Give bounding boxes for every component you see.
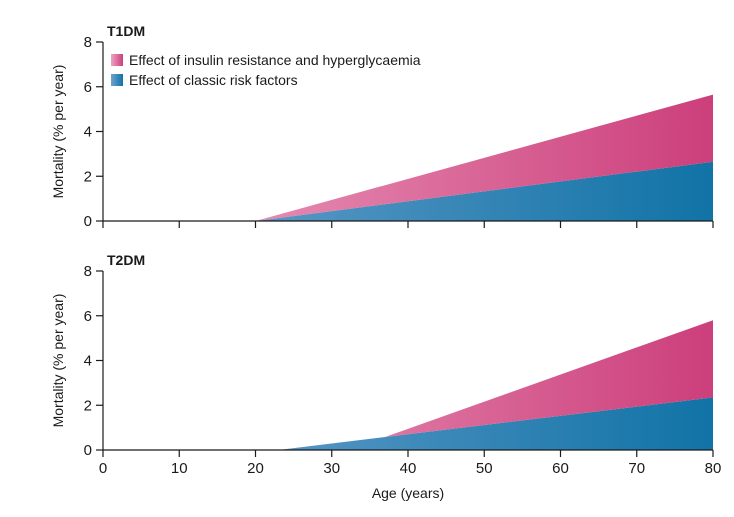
panel-t1dm: 0 2 4 6 8 T1DM Mortality (% per year) Effect of… (50, 23, 714, 230)
y-tick-label: 0 (84, 213, 92, 230)
x-tick-label: 80 (705, 460, 722, 477)
x-tick-label: 20 (247, 460, 264, 477)
panel-title: T1DM (107, 23, 145, 39)
legend-label: Effect of classic risk factors (129, 72, 298, 88)
y-tick-label: 6 (84, 308, 92, 325)
x-tick-label: 60 (552, 460, 569, 477)
y-tick-label: 4 (84, 124, 92, 141)
y-axis-title: Mortality (% per year) (50, 65, 66, 199)
x-tick-label: 0 (99, 460, 107, 477)
y-tick-label: 2 (84, 168, 92, 185)
y-tick-label: 4 (84, 353, 92, 370)
panel-title: T2DM (107, 252, 145, 268)
y-tick-label: 8 (84, 34, 92, 51)
y-axis-title: Mortality (% per year) (50, 294, 66, 428)
legend: Effect of insulin resistance and hypergl… (111, 52, 421, 88)
y-tick-label: 0 (84, 442, 92, 459)
y-tick-label: 2 (84, 397, 92, 414)
y-tick-label: 6 (84, 79, 92, 96)
x-tick-label: 70 (628, 460, 645, 477)
legend-swatch (111, 74, 123, 86)
area-insulin-resistance (103, 94, 713, 221)
legend-swatch (111, 54, 123, 66)
x-tick-label: 10 (171, 460, 188, 477)
area-classic-risk-factors (103, 397, 713, 450)
legend-label: Effect of insulin resistance and hypergl… (129, 52, 421, 68)
x-tick-label: 30 (323, 460, 340, 477)
x-tick-label: 40 (400, 460, 417, 477)
y-tick-label: 8 (84, 263, 92, 280)
area-insulin-resistance (103, 320, 713, 450)
area-classic-risk-factors (103, 161, 713, 221)
x-axis-title: Age (years) (372, 485, 444, 501)
x-tick-label: 50 (476, 460, 493, 477)
